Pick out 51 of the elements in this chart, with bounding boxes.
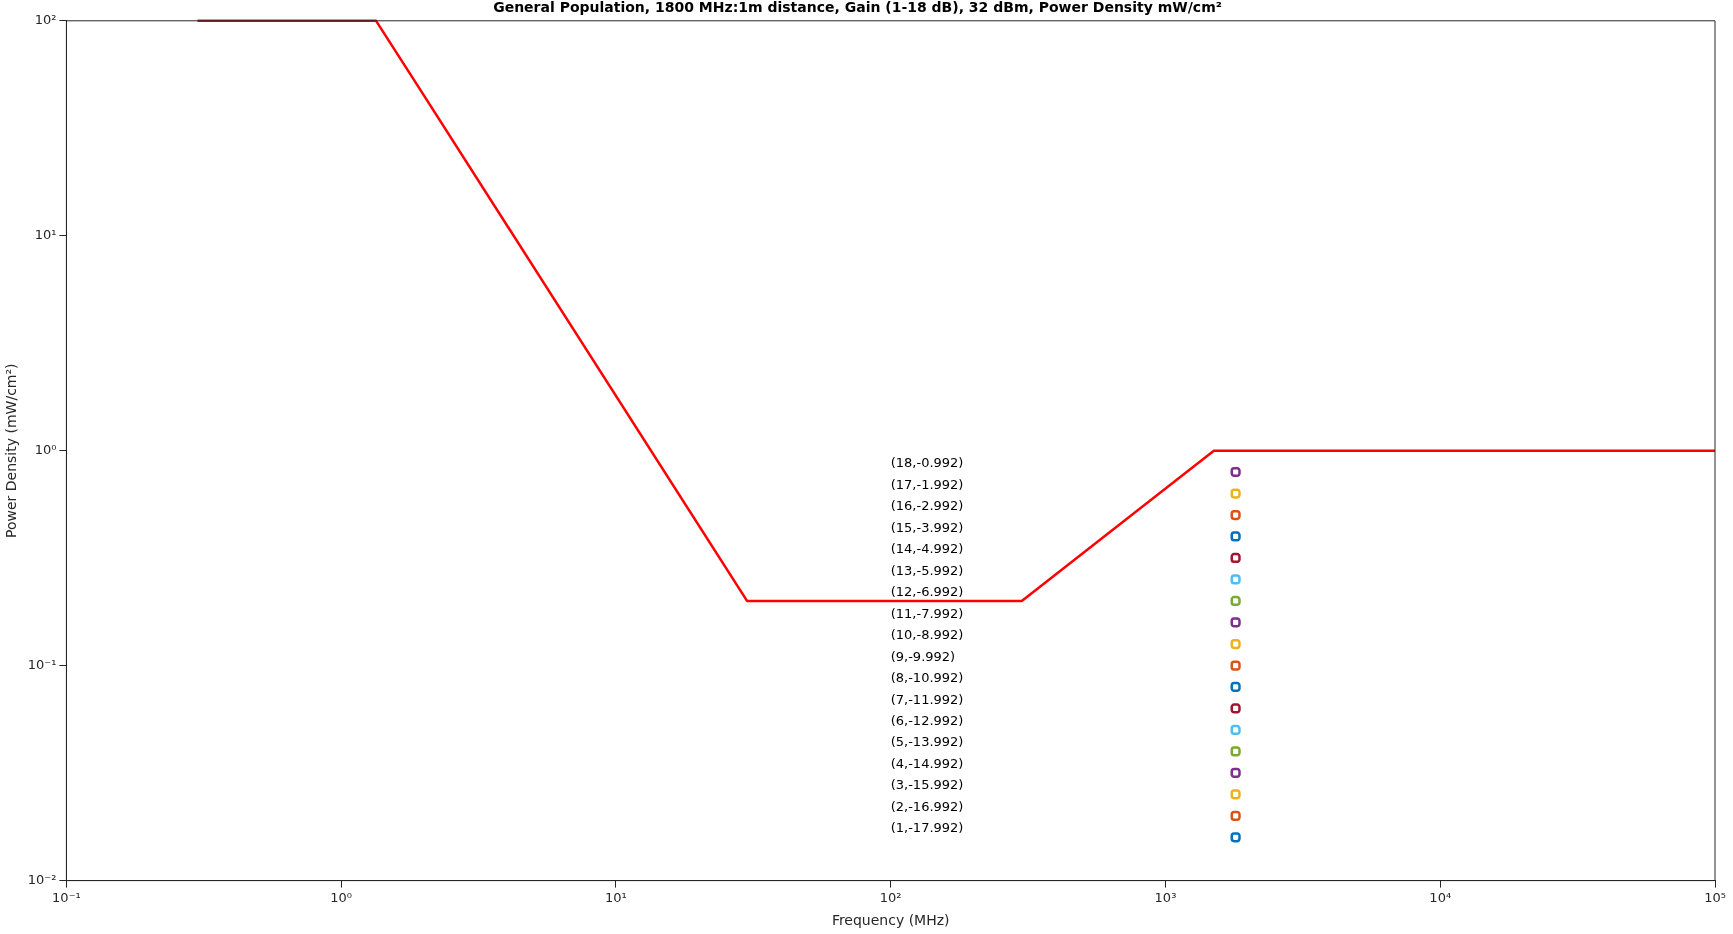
annotation: (9,-9.992) bbox=[890, 648, 956, 664]
point bbox=[1230, 466, 1241, 478]
point bbox=[1230, 789, 1241, 800]
y-tick-label: 10⁻¹ bbox=[27, 657, 57, 673]
annotation: (2,-16.992) bbox=[890, 798, 964, 814]
x-axis-title: Frequency (MHz) bbox=[831, 912, 950, 929]
annotation: (18,-0.992) bbox=[890, 455, 964, 471]
chart-title: General Population, 1800 MHz:1m distance, Gain (1-18 dB), 32 dBm, Power Density mW/cm² bbox=[493, 0, 1222, 16]
annotation: (15,-3.992) bbox=[890, 519, 964, 535]
y-axis-title: Power Density (mW/cm²) bbox=[3, 363, 20, 538]
x-tick-label: 10¹ bbox=[605, 889, 627, 905]
annotation: (8,-10.992) bbox=[890, 670, 964, 686]
point bbox=[1230, 552, 1241, 564]
annotation: (3,-15.992) bbox=[890, 777, 964, 793]
y-tick-label: 10¹ bbox=[34, 227, 57, 243]
x-tick-label: 10⁻¹ bbox=[52, 889, 81, 905]
point bbox=[1230, 574, 1241, 585]
point bbox=[1230, 724, 1241, 736]
annotation: (14,-4.992) bbox=[890, 541, 964, 557]
annotation: (10,-8.992) bbox=[890, 627, 964, 643]
x-tick-label: 10² bbox=[879, 889, 902, 905]
x-tick-label: 10⁵ bbox=[1704, 889, 1726, 905]
annotation: (6,-12.992) bbox=[890, 713, 964, 728]
point bbox=[1230, 617, 1241, 628]
x-tick-label: 10⁰ bbox=[330, 889, 353, 905]
point bbox=[1230, 810, 1241, 822]
point bbox=[1230, 767, 1241, 779]
annotation: (12,-6.992) bbox=[890, 584, 964, 600]
annotation: (17,-1.992) bbox=[890, 476, 964, 492]
point bbox=[1230, 703, 1241, 714]
y-tick-label: 10⁻² bbox=[27, 871, 57, 887]
point bbox=[1230, 531, 1241, 542]
annotation: (4,-14.992) bbox=[890, 755, 964, 771]
point bbox=[1230, 509, 1241, 521]
annotation: (16,-2.992) bbox=[890, 498, 964, 514]
annotation: (5,-13.992) bbox=[890, 734, 964, 750]
annotation: (11,-7.992) bbox=[890, 605, 964, 621]
point bbox=[1230, 681, 1241, 693]
x-tick-label: 10⁴ bbox=[1429, 889, 1452, 905]
point bbox=[1230, 746, 1241, 757]
point bbox=[1230, 595, 1241, 607]
point bbox=[1230, 660, 1241, 671]
point bbox=[1230, 638, 1241, 650]
point bbox=[1230, 488, 1241, 499]
annotation: (1,-17.992) bbox=[890, 820, 964, 836]
y-tick-label: 10⁰ bbox=[34, 442, 57, 458]
annotation: (13,-5.992) bbox=[890, 562, 964, 578]
annotation: (7,-11.992) bbox=[890, 691, 964, 707]
y-tick-label: 10² bbox=[34, 12, 57, 28]
x-tick-label: 10³ bbox=[1154, 889, 1177, 905]
point bbox=[1230, 832, 1241, 843]
